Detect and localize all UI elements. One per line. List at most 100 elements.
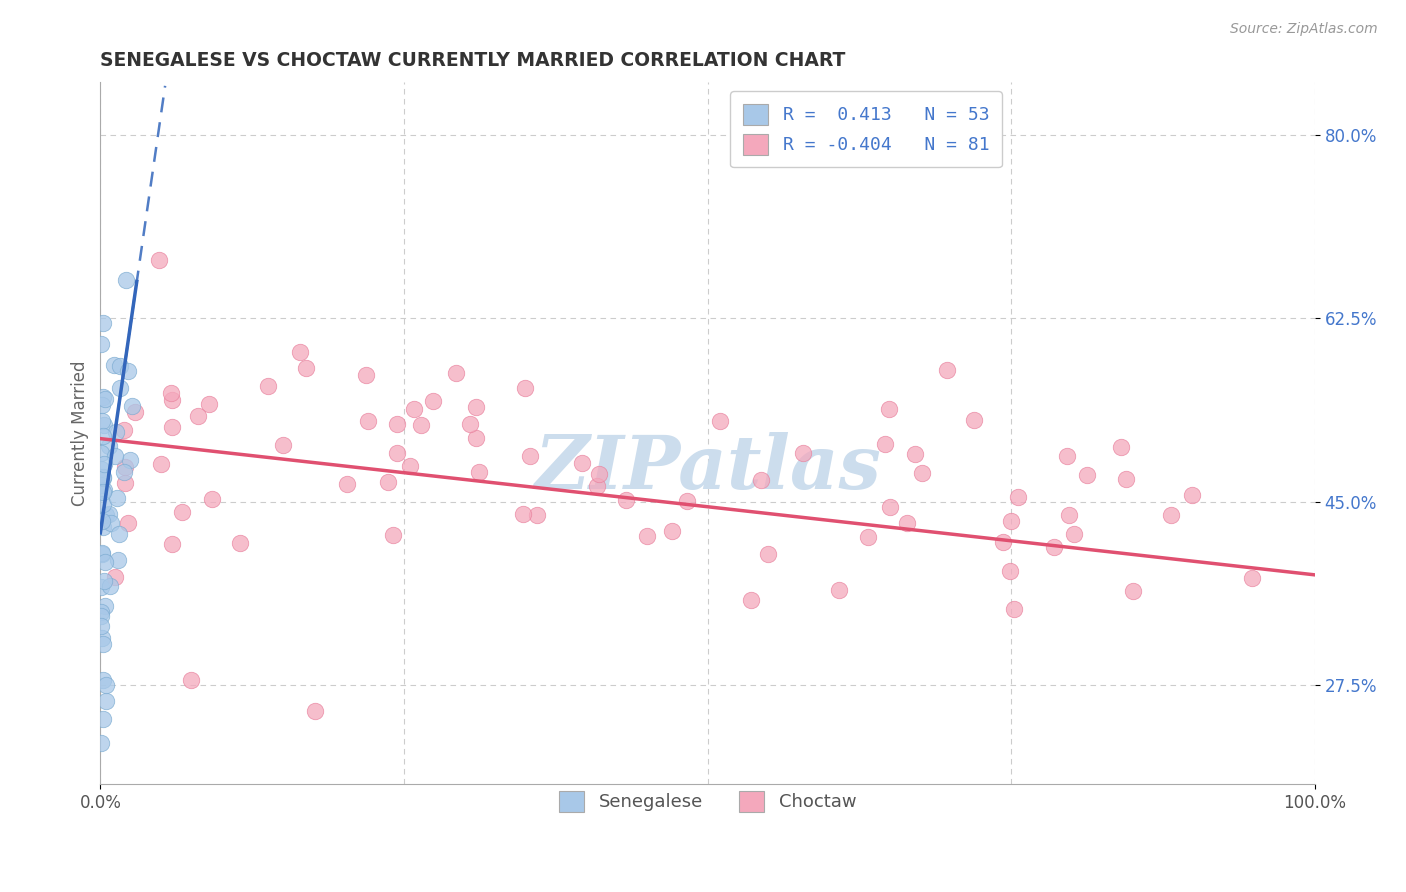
Point xyxy=(105,491,128,505)
Point xyxy=(257,378,280,392)
Point xyxy=(118,453,141,467)
Point xyxy=(1002,602,1025,616)
Point xyxy=(828,583,851,598)
Point xyxy=(91,497,114,511)
Point xyxy=(910,466,932,480)
Point xyxy=(229,536,252,550)
Point xyxy=(90,735,112,749)
Point xyxy=(114,460,136,475)
Point xyxy=(91,469,114,483)
Point xyxy=(295,361,318,376)
Point xyxy=(998,564,1021,578)
Point xyxy=(512,507,534,521)
Point xyxy=(571,456,593,470)
Point xyxy=(91,519,114,533)
Point xyxy=(98,507,121,521)
Point xyxy=(1160,508,1182,522)
Text: SENEGALESE VS CHOCTAW CURRENTLY MARRIED CORRELATION CHART: SENEGALESE VS CHOCTAW CURRENTLY MARRIED … xyxy=(100,51,846,70)
Point xyxy=(98,439,121,453)
Point xyxy=(91,471,114,485)
Point xyxy=(468,465,491,479)
Point xyxy=(1000,514,1022,528)
Point xyxy=(91,546,114,560)
Point xyxy=(90,619,112,633)
Point xyxy=(108,359,131,373)
Point xyxy=(304,704,326,718)
Y-axis label: Currently Married: Currently Married xyxy=(72,360,89,506)
Point xyxy=(756,547,779,561)
Point xyxy=(90,446,112,460)
Point xyxy=(377,475,399,489)
Point xyxy=(186,409,208,423)
Point xyxy=(112,465,135,479)
Point xyxy=(875,436,897,450)
Point xyxy=(1063,527,1085,541)
Point xyxy=(160,537,183,551)
Point xyxy=(103,359,125,373)
Point xyxy=(104,425,127,440)
Point xyxy=(1056,449,1078,463)
Point xyxy=(411,418,433,433)
Point xyxy=(519,450,541,464)
Point xyxy=(90,477,112,491)
Point xyxy=(93,418,115,433)
Point xyxy=(879,500,901,514)
Point xyxy=(93,574,115,589)
Point xyxy=(1109,440,1132,454)
Point xyxy=(90,581,112,595)
Point xyxy=(94,677,117,691)
Point xyxy=(160,393,183,408)
Point xyxy=(104,570,127,584)
Point xyxy=(91,515,114,529)
Point xyxy=(382,527,405,541)
Point xyxy=(124,405,146,419)
Point xyxy=(91,317,114,331)
Point xyxy=(94,392,117,406)
Point xyxy=(198,397,221,411)
Point xyxy=(963,413,986,427)
Point xyxy=(1057,508,1080,522)
Point xyxy=(91,428,114,442)
Point xyxy=(404,402,426,417)
Point xyxy=(709,414,731,428)
Point xyxy=(935,363,957,377)
Point xyxy=(1007,490,1029,504)
Point xyxy=(385,445,408,459)
Point xyxy=(91,548,114,562)
Point xyxy=(354,368,377,382)
Point xyxy=(422,394,444,409)
Point xyxy=(159,386,181,401)
Text: Source: ZipAtlas.com: Source: ZipAtlas.com xyxy=(1230,22,1378,37)
Point xyxy=(336,477,359,491)
Point xyxy=(112,424,135,438)
Point xyxy=(107,553,129,567)
Point xyxy=(458,417,481,431)
Point xyxy=(117,516,139,530)
Point xyxy=(94,693,117,707)
Point xyxy=(180,673,202,687)
Point xyxy=(150,457,173,471)
Point xyxy=(896,516,918,530)
Point xyxy=(1076,467,1098,482)
Point xyxy=(904,447,927,461)
Point xyxy=(98,579,121,593)
Point xyxy=(104,449,127,463)
Point xyxy=(170,505,193,519)
Point xyxy=(121,399,143,413)
Point xyxy=(356,414,378,428)
Point xyxy=(91,673,114,687)
Point xyxy=(588,467,610,482)
Point xyxy=(515,381,537,395)
Point xyxy=(792,446,814,460)
Point xyxy=(90,605,112,619)
Point xyxy=(94,599,117,614)
Point xyxy=(93,458,115,472)
Point xyxy=(614,493,637,508)
Point xyxy=(1122,584,1144,599)
Point xyxy=(676,493,699,508)
Text: ZIPatlas: ZIPatlas xyxy=(534,433,882,505)
Point xyxy=(90,609,112,624)
Point xyxy=(661,524,683,538)
Point xyxy=(1181,488,1204,502)
Point xyxy=(1043,541,1066,555)
